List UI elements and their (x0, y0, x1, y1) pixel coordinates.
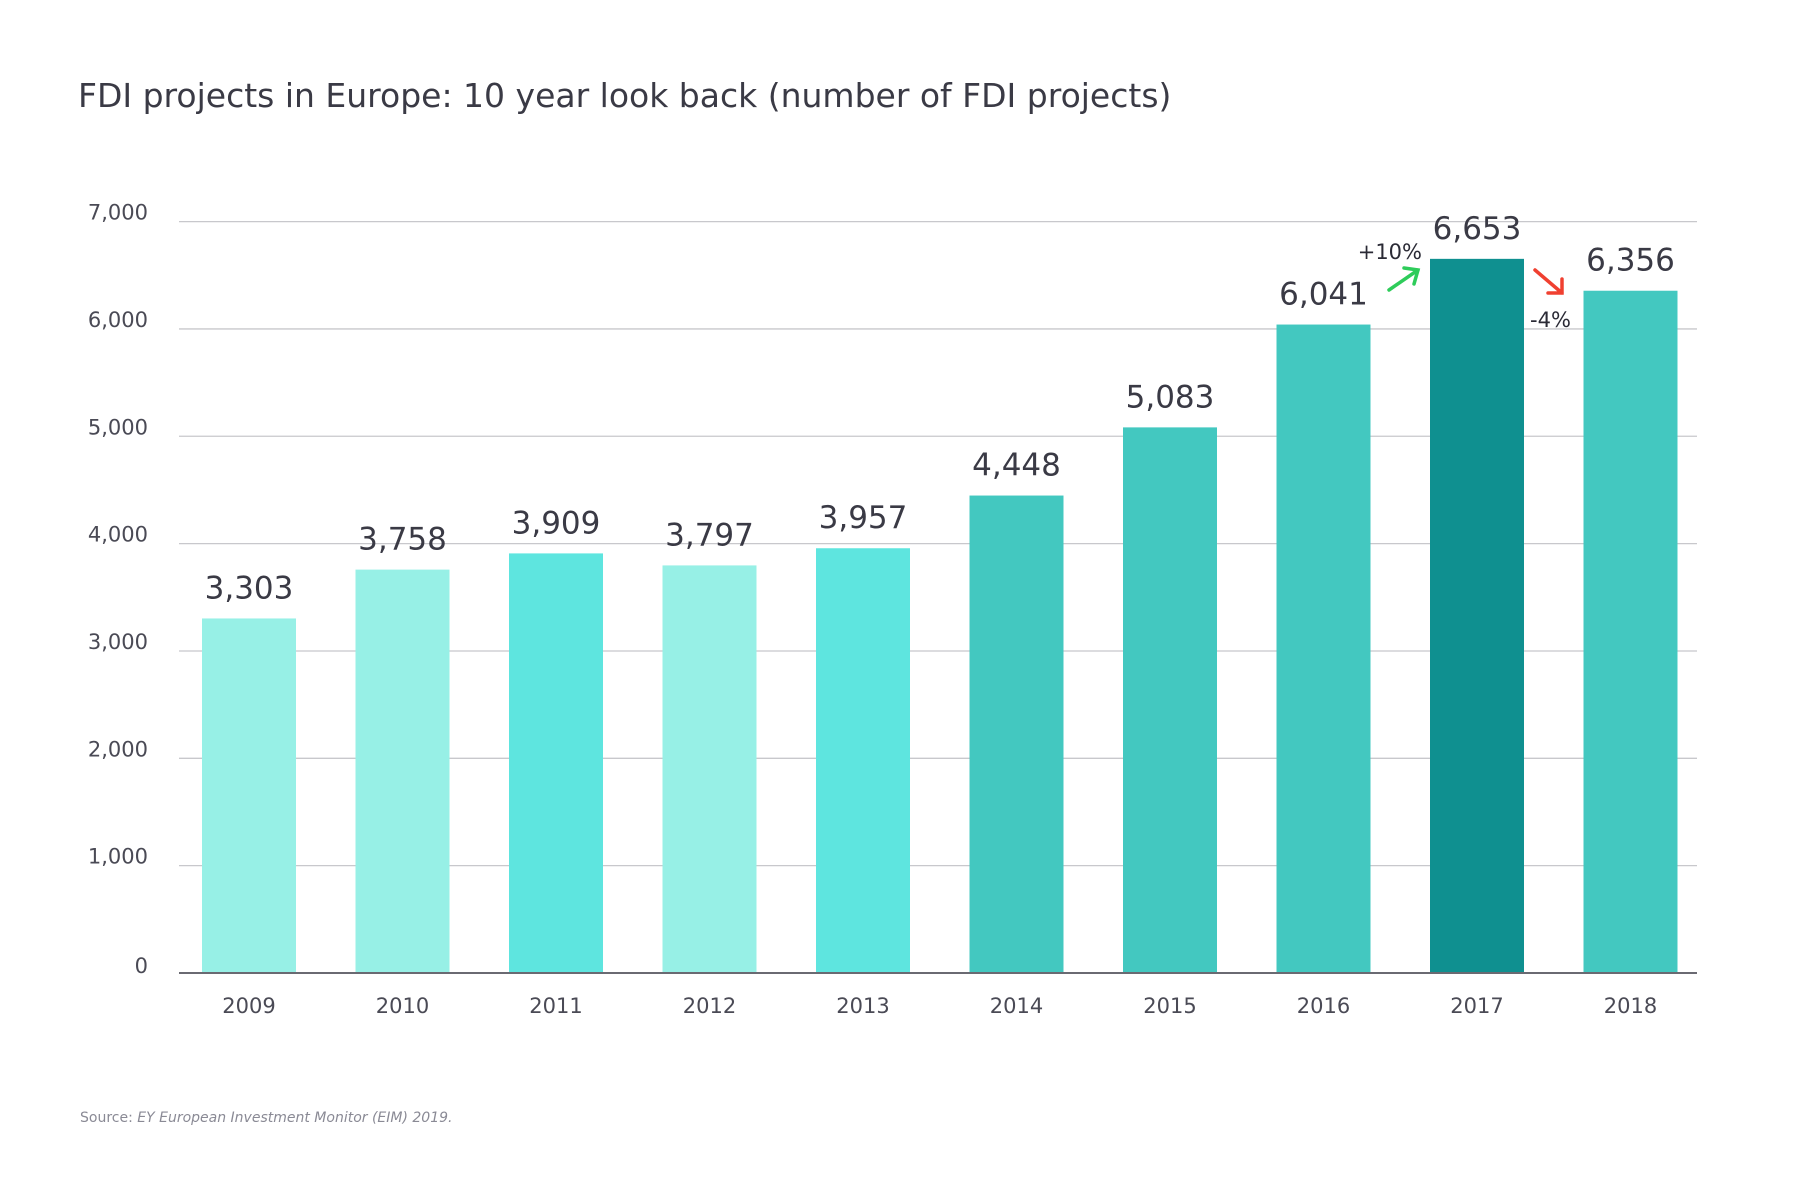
bar-2014 (969, 495, 1064, 973)
annotation-label: -4% (1530, 308, 1571, 332)
chart-title: FDI projects in Europe: 10 year look bac… (78, 76, 1172, 115)
x-tick-label: 2016 (1297, 994, 1350, 1018)
arrow-up-icon (1387, 266, 1421, 292)
data-label: 3,957 (819, 500, 908, 536)
x-tick-label: 2013 (836, 994, 889, 1018)
source-note: Source: EY European Investment Monitor (… (80, 1110, 452, 1126)
x-tick-label: 2011 (529, 994, 582, 1018)
data-label: 3,909 (512, 505, 601, 541)
bar-2017 (1430, 258, 1524, 973)
data-label: 3,758 (358, 522, 447, 558)
data-label: 4,448 (972, 448, 1061, 484)
data-label: 6,356 (1586, 243, 1675, 279)
annotation-label: +10% (1358, 240, 1422, 264)
bar-2016 (1276, 324, 1371, 973)
x-tick-label: 2018 (1604, 994, 1657, 1018)
y-tick-label: 7,000 (88, 201, 148, 225)
bar-2011 (509, 553, 603, 973)
bar-2009 (202, 618, 296, 973)
bar-2013 (816, 548, 910, 973)
y-tick-label: 1,000 (88, 845, 148, 869)
x-tick-label: 2010 (376, 994, 429, 1018)
data-label: 3,303 (205, 570, 294, 606)
y-tick-label: 2,000 (88, 737, 148, 761)
y-tick-label: 6,000 (88, 308, 148, 332)
y-tick-label: 4,000 (88, 523, 148, 547)
arrow-down-icon (1533, 268, 1564, 295)
x-tick-label: 2014 (990, 994, 1043, 1018)
data-label: 6,041 (1279, 277, 1368, 313)
bar-2015 (1123, 427, 1217, 974)
bar-2010 (355, 569, 450, 973)
source-prefix: Source: (80, 1110, 138, 1126)
y-tick-label: 5,000 (88, 415, 148, 439)
x-tick-label: 2012 (683, 994, 736, 1018)
y-tick-label: 3,000 (88, 630, 148, 654)
data-label: 3,797 (665, 517, 754, 553)
x-tick-label: 2015 (1143, 994, 1196, 1018)
x-tick-label: 2017 (1450, 994, 1503, 1018)
x-tick-label: 2009 (222, 994, 275, 1018)
source-text: EY European Investment Monitor (EIM) 201… (137, 1110, 453, 1126)
data-label: 5,083 (1126, 379, 1215, 415)
bar-2018 (1583, 290, 1678, 974)
y-tick-label: 0 (135, 954, 148, 978)
bar-2012 (662, 565, 757, 973)
data-label: 6,653 (1433, 211, 1522, 247)
